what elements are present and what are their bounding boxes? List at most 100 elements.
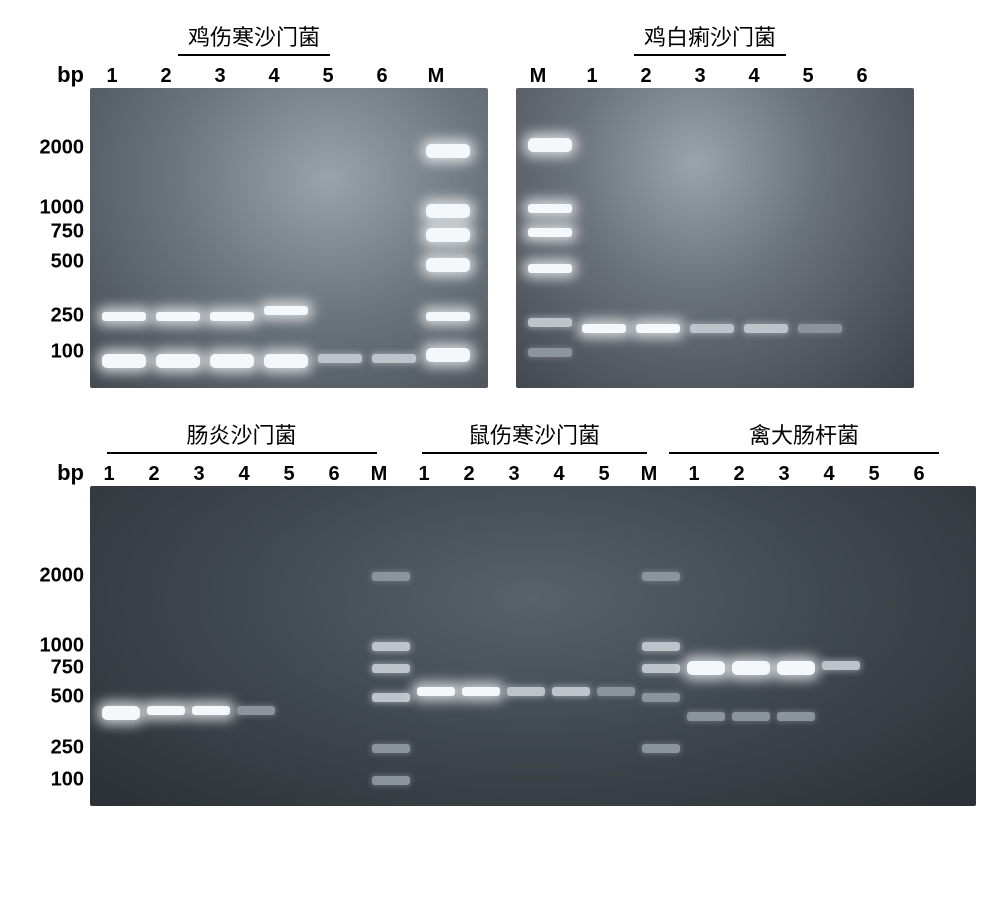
gel-band — [417, 687, 455, 696]
bottom-row: 肠炎沙门菌鼠伤寒沙门菌禽大肠杆菌 bp 123456M12345M123456 … — [20, 418, 980, 806]
lane-label: 3 — [495, 463, 533, 486]
lane-label: 5 — [585, 463, 623, 486]
ladder-mark: 750 — [51, 657, 84, 680]
panel-pullorum: 鸡白痢沙门菌 M123456 — [506, 20, 914, 388]
lane-headers-c: 123456M12345M123456 — [90, 463, 945, 486]
gel-band — [426, 312, 470, 321]
gel-band — [642, 642, 680, 651]
lane-label: 3 — [678, 65, 722, 88]
ladder-mark: 100 — [51, 341, 84, 364]
gel-band — [426, 204, 470, 218]
gel-band — [426, 144, 470, 158]
gel-band — [372, 572, 410, 581]
lane-header-row: bp 123456M — [20, 60, 488, 88]
gel-band — [156, 354, 200, 368]
lane-label: 4 — [540, 463, 578, 486]
gel-band — [777, 712, 815, 721]
bp-unit-label: bp — [20, 460, 90, 486]
gel-band — [264, 354, 308, 368]
gel-band — [462, 687, 500, 696]
lane-label: 6 — [900, 463, 938, 486]
top-row: 鸡伤寒沙门菌 bp 123456M 20001000750500250100 鸡… — [20, 20, 980, 388]
lane-label: 4 — [225, 463, 263, 486]
ladder-mark: 500 — [51, 251, 84, 274]
gel-band — [597, 687, 635, 696]
gel-band — [732, 661, 770, 675]
lane-label: 2 — [624, 65, 668, 88]
lane-label: 1 — [405, 463, 443, 486]
gel-band — [732, 712, 770, 721]
gel-band — [687, 661, 725, 675]
gel-band — [156, 312, 200, 321]
lane-label: 6 — [315, 463, 353, 486]
gel-image — [90, 486, 976, 806]
gel-band — [237, 706, 275, 715]
lane-label: 2 — [450, 463, 488, 486]
panel-title: 鸡白痢沙门菌 — [634, 20, 786, 56]
gel-band — [192, 706, 230, 715]
gel-band — [744, 324, 788, 333]
panel-title: 鼠伤寒沙门菌 — [422, 418, 647, 454]
gel-band — [426, 258, 470, 272]
lane-label: 1 — [570, 65, 614, 88]
bp-unit-label: bp — [20, 62, 90, 88]
lane-label: 4 — [810, 463, 848, 486]
gel-band — [642, 693, 680, 702]
lane-label: M — [516, 65, 560, 88]
ladder-mark: 1000 — [40, 197, 85, 220]
gel-band — [798, 324, 842, 333]
lane-label: 3 — [180, 463, 218, 486]
gel-band — [528, 264, 572, 273]
gel-band — [582, 324, 626, 333]
ladder-mark: 500 — [51, 686, 84, 709]
gel-band — [642, 744, 680, 753]
gel-band — [426, 228, 470, 242]
gel-band — [528, 204, 572, 213]
gel-band — [210, 312, 254, 321]
gel-band — [552, 687, 590, 696]
panel-title-bar: 鸡白痢沙门菌 — [506, 20, 914, 60]
lane-label: 5 — [786, 65, 830, 88]
lane-label: M — [414, 65, 458, 88]
ladder-column: 20001000750500250100 — [20, 486, 90, 806]
ladder-column: 20001000750500250100 — [20, 88, 90, 388]
gel-band — [822, 661, 860, 670]
gel-band — [264, 306, 308, 315]
lane-label: 4 — [252, 65, 296, 88]
lane-headers-b: M123456 — [516, 65, 894, 88]
panel-title-bar: 鸡伤寒沙门菌 — [20, 20, 488, 60]
gel-band — [372, 744, 410, 753]
panel-title-bar: 肠炎沙门菌 — [84, 418, 399, 458]
panel-title: 鸡伤寒沙门菌 — [178, 20, 330, 56]
lane-header-row: bp 123456M12345M123456 — [20, 458, 980, 486]
bottom-titles: 肠炎沙门菌鼠伤寒沙门菌禽大肠杆菌 — [84, 418, 980, 458]
gel-band — [528, 138, 572, 152]
gel-band — [372, 642, 410, 651]
lane-label: 6 — [840, 65, 884, 88]
gel-wrap: 20001000750500250100 — [20, 486, 980, 806]
gel-band — [210, 354, 254, 368]
gel-wrap: 20001000750500250100 — [20, 88, 488, 388]
gel-band — [372, 693, 410, 702]
gel-band — [102, 706, 140, 720]
gel-band — [528, 348, 572, 357]
lane-label: M — [360, 463, 398, 486]
gel-wrap — [506, 88, 914, 388]
gel-band — [372, 354, 416, 363]
lane-label: 1 — [90, 65, 134, 88]
ladder-mark: 1000 — [40, 635, 85, 658]
lane-label: 3 — [765, 463, 803, 486]
gel-image — [90, 88, 488, 388]
gel-band — [318, 354, 362, 363]
lane-label: 2 — [720, 463, 758, 486]
gel-band — [636, 324, 680, 333]
lane-header-row: M123456 — [506, 60, 914, 88]
gel-band — [687, 712, 725, 721]
lane-label: 5 — [306, 65, 350, 88]
panel-title: 肠炎沙门菌 — [107, 418, 377, 454]
lane-label: 4 — [732, 65, 776, 88]
gel-band — [372, 664, 410, 673]
ladder-mark: 750 — [51, 221, 84, 244]
lane-label: 2 — [135, 463, 173, 486]
ladder-mark: 100 — [51, 769, 84, 792]
